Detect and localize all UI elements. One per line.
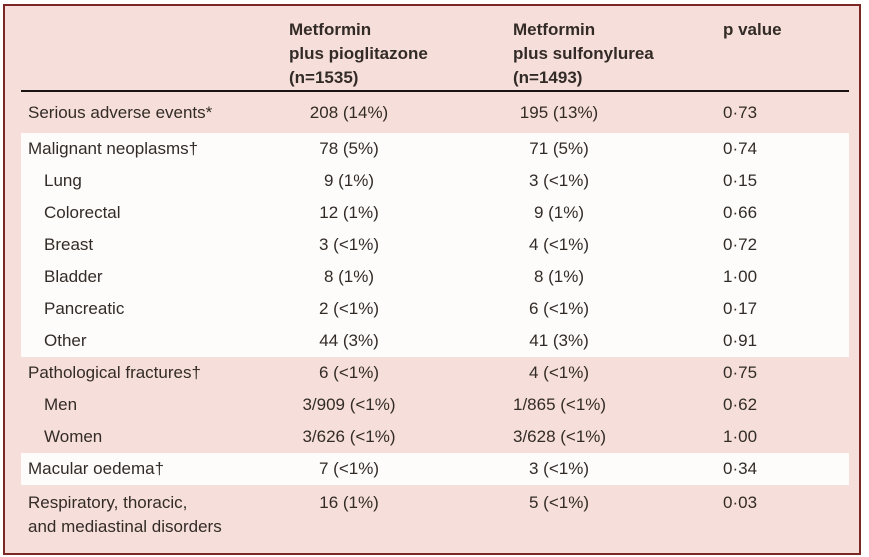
header-spacer [21, 18, 289, 90]
p-value: 0·03 [723, 493, 758, 512]
sulfonylurea-value: 3 (<1%) [529, 459, 589, 478]
header-line: Metformin [289, 20, 372, 39]
pioglitazone-value: 9 (1%) [323, 171, 375, 190]
p-value: 0·74 [723, 139, 758, 158]
row-label: Pancreatic [44, 299, 125, 318]
table-header: Metformin plus pioglitazone (n=1535) Met… [21, 6, 849, 90]
pioglitazone-value: 2 (<1%) [319, 299, 379, 318]
p-value: 0·17 [723, 299, 758, 318]
sulfonylurea-value: 5 (<1%) [529, 493, 589, 512]
p-value: 0·62 [723, 395, 758, 414]
table-row-other: Other 44 (3%) 41 (3%) 0·91 [21, 325, 849, 357]
row-label-line: Respiratory, thoracic, [28, 493, 188, 512]
column-header-sulfonylurea: Metformin plus sulfonylurea (n=1493) [513, 18, 719, 90]
header-line: Metformin [513, 20, 596, 39]
sulfonylurea-value: 6 (<1%) [529, 299, 589, 318]
pioglitazone-value: 3/626 (<1%) [302, 427, 396, 446]
table-row-pancreatic: Pancreatic 2 (<1%) 6 (<1%) 0·17 [21, 293, 849, 325]
p-value: 0·73 [723, 102, 758, 122]
table-row-men: Men 3/909 (<1%) 1/865 (<1%) 0·62 [21, 389, 849, 421]
table-row-serious-adverse-events: Serious adverse events* 208 (14%) 195 (1… [21, 92, 849, 133]
row-label: Breast [44, 235, 94, 254]
p-value: 0·75 [723, 363, 758, 382]
table-row-colorectal: Colorectal 12 (1%) 9 (1%) 0·66 [21, 197, 849, 229]
pioglitazone-value: 7 (<1%) [319, 459, 379, 478]
header-line: plus pioglitazone [289, 44, 428, 63]
sulfonylurea-value: 4 (<1%) [529, 363, 589, 382]
row-label: Lung [44, 171, 82, 190]
pioglitazone-value: 16 (1%) [319, 493, 379, 512]
row-label: Malignant neoplasms† [28, 139, 199, 158]
row-label: Other [44, 331, 87, 350]
row-label: Macular oedema† [28, 459, 165, 478]
table-row-pathological-fractures: Pathological fractures† 6 (<1%) 4 (<1%) … [21, 357, 849, 389]
p-value: 0·66 [723, 203, 758, 222]
pioglitazone-value: 12 (1%) [319, 203, 379, 222]
sulfonylurea-value: 3 (<1%) [529, 171, 589, 190]
sulfonylurea-value: 4 (<1%) [529, 235, 589, 254]
pioglitazone-value: 3/909 (<1%) [302, 395, 396, 414]
pioglitazone-value: 78 (5%) [319, 139, 379, 158]
sulfonylurea-value: 71 (5%) [529, 139, 589, 158]
header-line: (n=1535) [289, 68, 359, 87]
header-line: plus sulfonylurea [513, 44, 654, 63]
pioglitazone-value: 8 (1%) [323, 267, 375, 286]
table-frame: Metformin plus pioglitazone (n=1535) Met… [3, 4, 861, 555]
sulfonylurea-value: 8 (1%) [533, 267, 585, 286]
sulfonylurea-value: 3/628 (<1%) [513, 427, 607, 446]
p-value: 0·72 [723, 235, 758, 254]
row-label-line: and mediastinal disorders [28, 517, 222, 536]
row-label: Women [44, 427, 103, 446]
table-row-respiratory-disorders: Respiratory, thoracic, and mediastinal d… [21, 485, 849, 553]
column-header-p-value: p value [723, 20, 782, 39]
table-row-bladder: Bladder 8 (1%) 8 (1%) 1·00 [21, 261, 849, 293]
header-line: (n=1493) [513, 68, 583, 87]
row-label: Pathological fractures† [28, 363, 201, 382]
row-label: Bladder [44, 267, 103, 286]
column-header-pioglitazone: Metformin plus pioglitazone (n=1535) [289, 18, 513, 90]
table-row-lung: Lung 9 (1%) 3 (<1%) 0·15 [21, 165, 849, 197]
table-row-malignant-neoplasms: Malignant neoplasms† 78 (5%) 71 (5%) 0·7… [21, 133, 849, 165]
p-value: 1·00 [723, 427, 758, 446]
pioglitazone-value: 3 (<1%) [319, 235, 379, 254]
row-label: Colorectal [44, 203, 121, 222]
p-value: 0·15 [723, 171, 758, 190]
pioglitazone-value: 44 (3%) [319, 331, 379, 350]
sulfonylurea-value: 195 (13%) [519, 102, 599, 122]
adverse-events-table: Metformin plus pioglitazone (n=1535) Met… [21, 6, 849, 553]
table-row-macular-oedema: Macular oedema† 7 (<1%) 3 (<1%) 0·34 [21, 453, 849, 485]
header-rule [21, 90, 849, 92]
row-label: Serious adverse events* [28, 102, 213, 122]
table-row-women: Women 3/626 (<1%) 3/628 (<1%) 1·00 [21, 421, 849, 453]
sulfonylurea-value: 41 (3%) [529, 331, 589, 350]
row-label: Men [44, 395, 78, 414]
p-value: 1·00 [723, 267, 758, 286]
row-label: Respiratory, thoracic, and mediastinal d… [21, 491, 289, 539]
table-row-breast: Breast 3 (<1%) 4 (<1%) 0·72 [21, 229, 849, 261]
p-value: 0·91 [723, 331, 758, 350]
pioglitazone-value: 6 (<1%) [319, 363, 379, 382]
p-value: 0·34 [723, 459, 758, 478]
pioglitazone-value: 208 (14%) [309, 102, 389, 122]
sulfonylurea-value: 9 (1%) [533, 203, 585, 222]
sulfonylurea-value: 1/865 (<1%) [513, 395, 607, 414]
